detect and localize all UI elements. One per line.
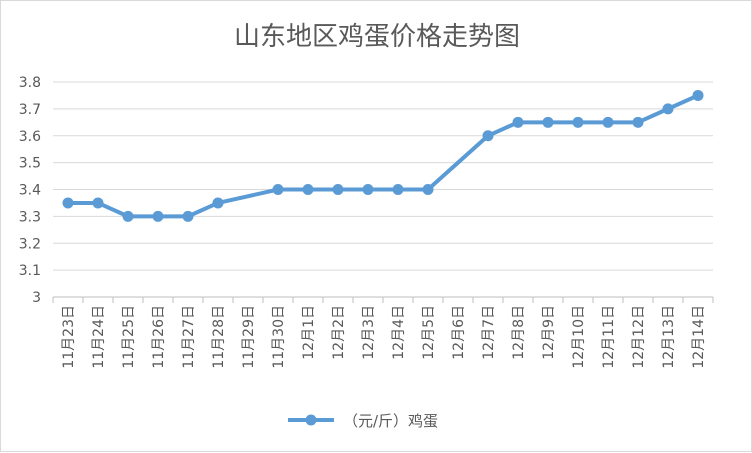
x-tick-label: 11月29日 xyxy=(241,305,257,369)
data-point xyxy=(662,103,674,115)
series-layer xyxy=(62,89,704,222)
data-point xyxy=(332,184,344,195)
x-tick-label: 12月10日 xyxy=(571,305,587,369)
x-tick-label: 12月1日 xyxy=(301,305,317,360)
y-tick-label: 3.6 xyxy=(19,129,41,145)
x-tick-label: 11月25日 xyxy=(121,305,137,369)
y-tick-label: 3.1 xyxy=(19,263,41,279)
legend-series-label: （元/斤）鸡蛋 xyxy=(343,412,438,430)
data-point xyxy=(482,130,494,142)
data-point xyxy=(152,210,164,222)
y-tick-label: 3.7 xyxy=(19,102,41,118)
data-point xyxy=(302,184,314,195)
x-axis-ticks: 11月23日 11月24日 11月25日 11月26日 11月27日 11月28日 11月2… xyxy=(61,305,707,369)
x-tick-label: 12月4日 xyxy=(391,305,407,360)
data-point xyxy=(362,184,374,195)
y-axis-ticks: 3 3.1 3.2 3.3 3.4 3.5 3.6 3.7 3.8 xyxy=(19,75,41,306)
y-tick-label: 3.4 xyxy=(19,183,41,199)
x-tick-label: 11月23日 xyxy=(61,305,77,369)
data-point xyxy=(272,184,284,195)
data-point xyxy=(422,184,434,195)
y-tick-label: 3 xyxy=(32,290,41,306)
data-point xyxy=(92,197,104,209)
x-tick-label: 12月8日 xyxy=(511,305,527,360)
series-line xyxy=(66,93,700,219)
x-tick-label: 12月5日 xyxy=(421,305,437,360)
x-tick-label: 12月12日 xyxy=(631,305,647,369)
data-point xyxy=(692,89,704,101)
x-tick-label: 12月6日 xyxy=(451,305,467,360)
legend-marker-swatch xyxy=(305,414,317,426)
data-point xyxy=(122,210,134,222)
x-tick-label: 12月14日 xyxy=(691,305,707,369)
x-tick-label: 11月30日 xyxy=(271,305,287,369)
x-tick-label: 12月9日 xyxy=(541,305,557,360)
y-tick-label: 3.5 xyxy=(19,156,41,172)
x-tick-label: 11月27日 xyxy=(181,305,197,369)
legend: （元/斤）鸡蛋 xyxy=(288,412,438,430)
data-point xyxy=(212,197,224,209)
x-tick-label: 11月26日 xyxy=(151,305,167,369)
data-point xyxy=(62,197,74,209)
chart-title: 山东地区鸡蛋价格走势图 xyxy=(234,22,520,52)
x-tick-label: 12月11日 xyxy=(601,305,617,369)
x-tick-label: 12月7日 xyxy=(481,305,497,360)
data-point xyxy=(602,116,614,128)
data-point xyxy=(182,210,194,222)
y-tick-label: 3.8 xyxy=(19,75,41,91)
data-point xyxy=(392,184,404,195)
x-tick-label: 12月3日 xyxy=(361,305,377,360)
data-point xyxy=(572,116,584,128)
y-tick-label: 3.2 xyxy=(19,236,41,252)
data-point xyxy=(632,116,644,128)
x-tick-label: 12月13日 xyxy=(661,305,677,369)
data-point xyxy=(542,116,554,128)
x-tick-label: 12月2日 xyxy=(331,305,347,360)
x-axis xyxy=(52,297,714,303)
data-point xyxy=(512,116,524,128)
x-tick-label: 11月24日 xyxy=(91,305,107,369)
x-tick-label: 11月28日 xyxy=(211,305,227,369)
y-tick-label: 3.3 xyxy=(19,209,41,225)
